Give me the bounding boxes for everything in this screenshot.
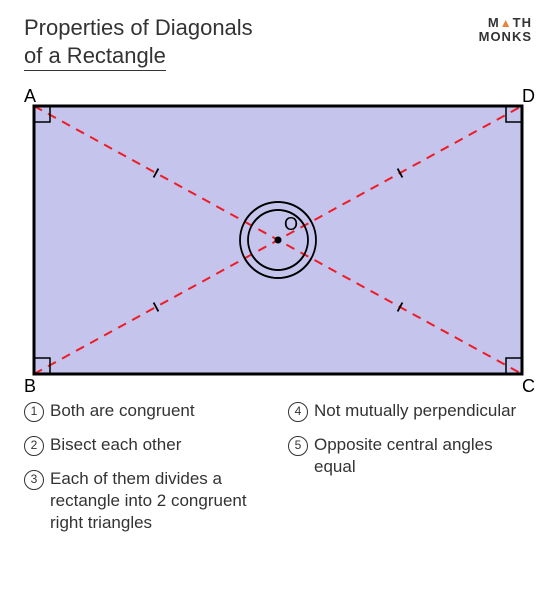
property-number: 2 xyxy=(24,436,44,456)
property-text: Both are congruent xyxy=(50,400,195,422)
rectangle-diagram xyxy=(24,88,532,388)
title-line2: of a Rectangle xyxy=(24,42,166,72)
vertex-label-B: B xyxy=(24,376,36,397)
property-item: 1 Both are congruent xyxy=(24,400,268,422)
properties-col-right: 4 Not mutually perpendicular 5 Opposite cen… xyxy=(288,400,532,546)
logo: M▲TH MONKS xyxy=(479,16,532,45)
properties-col-left: 1 Both are congruent 2 Bisect each other 3 Ea… xyxy=(24,400,268,546)
property-text: Bisect each other xyxy=(50,434,181,456)
properties-list: 1 Both are congruent 2 Bisect each other 3 Ea… xyxy=(24,400,532,546)
property-text: Not mutually perpendicular xyxy=(314,400,516,422)
property-item: 5 Opposite central angles equal xyxy=(288,434,532,478)
page-title: Properties of Diagonals of a Rectangle xyxy=(24,14,253,71)
vertex-label-C: C xyxy=(522,376,535,397)
property-number: 5 xyxy=(288,436,308,456)
property-number: 4 xyxy=(288,402,308,422)
vertex-label-O: O xyxy=(284,214,298,235)
logo-triangle-icon: ▲ xyxy=(500,16,513,30)
title-line1: Properties of Diagonals xyxy=(24,15,253,40)
property-number: 3 xyxy=(24,470,44,490)
diagram-wrap: ADBCO xyxy=(24,88,532,393)
property-item: 3 Each of them divides a rectangle into 2… xyxy=(24,468,268,534)
property-text: Each of them divides a rectangle into 2 … xyxy=(50,468,268,534)
vertex-label-D: D xyxy=(522,86,535,107)
property-text: Opposite central angles equal xyxy=(314,434,532,478)
property-item: 2 Bisect each other xyxy=(24,434,268,456)
property-item: 4 Not mutually perpendicular xyxy=(288,400,532,422)
property-number: 1 xyxy=(24,402,44,422)
vertex-label-A: A xyxy=(24,86,36,107)
